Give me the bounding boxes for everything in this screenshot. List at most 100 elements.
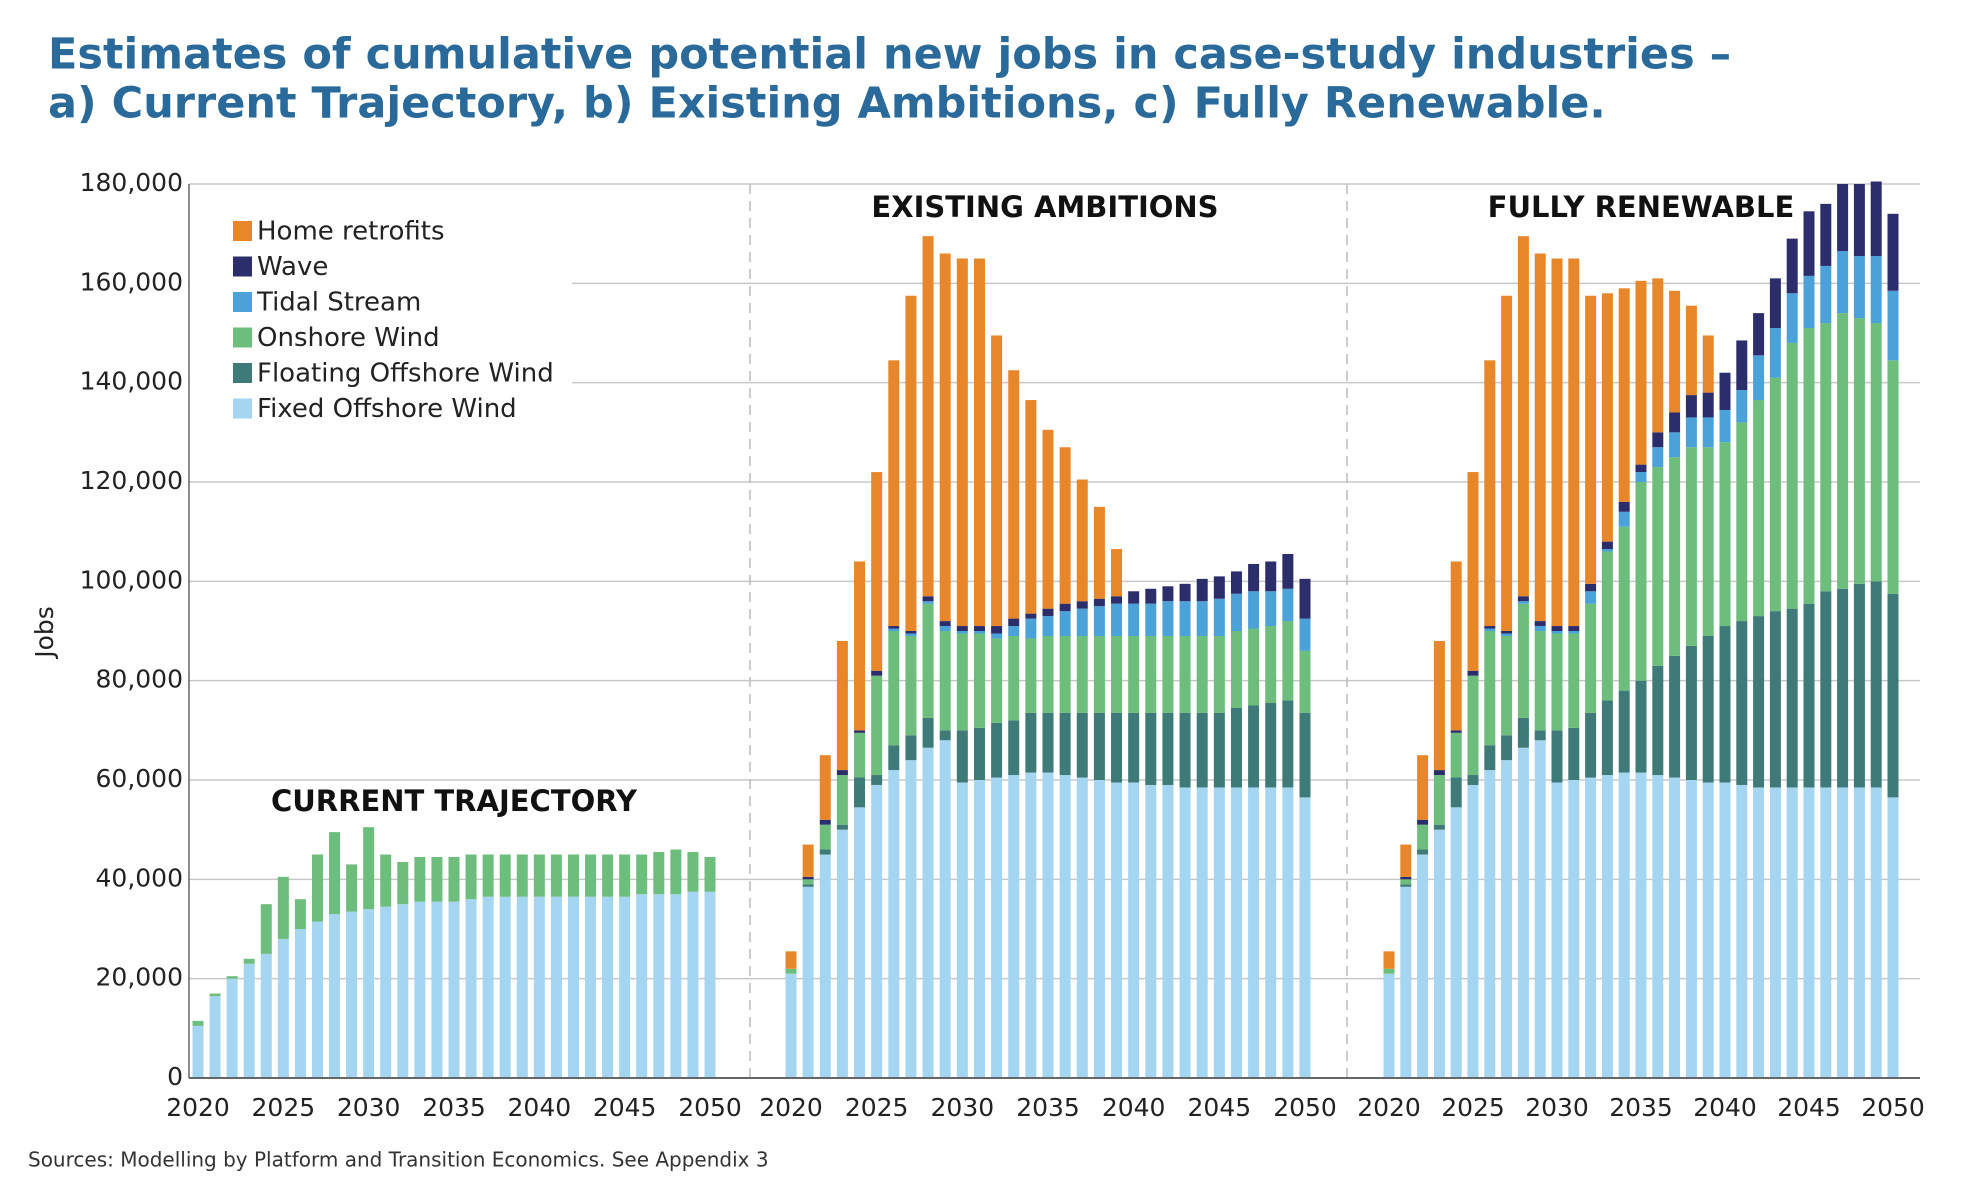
bar-segment	[380, 906, 392, 1078]
bar-segment	[1299, 578, 1311, 619]
bar-segment	[1719, 626, 1731, 783]
bar-segment	[1467, 675, 1479, 776]
bar-segment	[1820, 265, 1832, 324]
bar-segment	[1685, 780, 1697, 1078]
bar-segment	[1719, 782, 1731, 1078]
bar-segment	[1702, 335, 1714, 393]
bar-segment	[1450, 777, 1462, 808]
bar-segment	[380, 854, 392, 907]
panel-label: EXISTING AMBITIONS	[871, 190, 1218, 224]
x-tick-label: 2045	[1777, 1093, 1841, 1122]
bar-segment	[414, 901, 426, 1078]
bar-segment	[1685, 447, 1697, 646]
panel-label: CURRENT TRAJECTORY	[271, 784, 638, 818]
bar-segment	[1786, 342, 1798, 609]
bar-segment	[1517, 236, 1529, 597]
bar-segment	[956, 730, 968, 783]
bar-segment	[871, 472, 883, 671]
bar-segment	[819, 854, 831, 1078]
bar-segment	[1484, 628, 1496, 631]
bar-segment	[1093, 506, 1105, 599]
bar-segment	[939, 631, 951, 731]
bar-segment	[1568, 258, 1580, 627]
bar-segment	[973, 633, 985, 728]
bar-segment	[1248, 563, 1260, 592]
bar-segment	[1736, 422, 1748, 622]
bar-segment	[1400, 844, 1412, 877]
bar-segment	[1652, 467, 1664, 666]
bar-segment	[1870, 323, 1882, 582]
legend-swatch	[233, 256, 252, 277]
bar-segment	[704, 856, 716, 892]
bar-segment	[1736, 340, 1748, 391]
bar-segment	[1853, 583, 1865, 788]
bar-segment	[922, 596, 934, 602]
bar-segment	[1501, 760, 1513, 1078]
bar-segment	[1299, 650, 1311, 713]
bar-segment	[956, 782, 968, 1078]
bar-segment	[802, 876, 814, 880]
bar-segment	[1230, 787, 1242, 1078]
bar-segment	[1433, 775, 1445, 825]
bar-segment	[1059, 712, 1071, 776]
bar-segment	[1551, 633, 1563, 731]
bar-segment	[1076, 479, 1088, 602]
bar-segment	[1769, 278, 1781, 329]
bar-segment	[1282, 588, 1294, 622]
bar-segment	[1501, 635, 1513, 736]
bar-segment	[1128, 782, 1140, 1078]
bar-segment	[1265, 626, 1277, 704]
bar-segment	[1887, 593, 1899, 798]
bar-segment	[209, 993, 221, 997]
bar-segment	[1433, 829, 1445, 1078]
bar-segment	[1299, 618, 1311, 651]
bar-segment	[1179, 601, 1191, 636]
bar-segment	[939, 730, 951, 741]
bar-segment	[991, 722, 1003, 778]
bar-segment	[1786, 787, 1798, 1078]
bar-segment	[888, 770, 900, 1078]
bar-segment	[991, 626, 1003, 634]
bar-segment	[1179, 583, 1191, 602]
bar-segment	[1059, 775, 1071, 1078]
bar-segment	[785, 973, 797, 1078]
bar-segment	[1517, 603, 1529, 718]
bar-segment	[533, 854, 545, 897]
bar-segment	[1042, 635, 1054, 713]
bar-segment	[1008, 635, 1020, 721]
bar-segment	[670, 849, 682, 895]
bar-segment	[802, 886, 814, 1078]
bar-segment	[1111, 635, 1123, 713]
bar-segment	[1383, 973, 1395, 1078]
bar-segment	[1093, 598, 1105, 607]
bar-segment	[939, 626, 951, 631]
bar-segment	[482, 896, 494, 1078]
bar-segment	[1433, 824, 1445, 830]
bar-segment	[939, 740, 951, 1078]
bar-segment	[260, 904, 272, 954]
bar-segment	[1400, 876, 1412, 880]
bar-segment	[1417, 824, 1429, 850]
bar-segment	[1145, 635, 1157, 713]
bar-segment	[1213, 712, 1225, 788]
bar-segment	[1568, 633, 1580, 728]
bar-segment	[956, 258, 968, 627]
bar-segment	[294, 899, 306, 929]
bar-segment	[939, 253, 951, 622]
bar-segment	[1669, 655, 1681, 778]
bar-segment	[1551, 782, 1563, 1078]
legend-swatch	[233, 363, 252, 383]
bar-segment	[905, 295, 917, 631]
bar-segment	[1179, 635, 1191, 713]
bar-segment	[1870, 581, 1882, 788]
bar-segment	[836, 829, 848, 1078]
bar-segment	[1753, 400, 1765, 617]
bar-segment	[1803, 275, 1815, 329]
bar-segment	[465, 854, 477, 900]
bar-segment	[1282, 554, 1294, 589]
bar-segment	[1484, 360, 1496, 627]
bar-segment	[1669, 777, 1681, 1078]
bar-segment	[1568, 727, 1580, 780]
bar-segment	[1517, 601, 1529, 604]
